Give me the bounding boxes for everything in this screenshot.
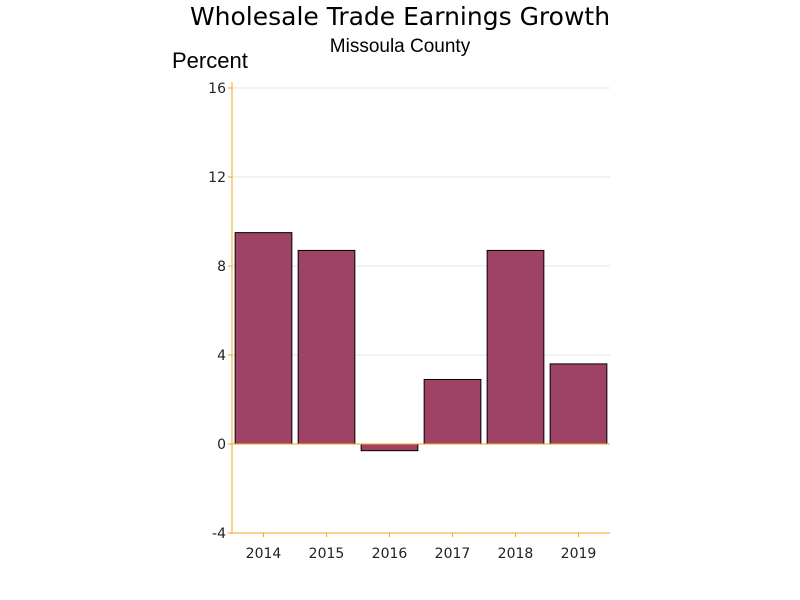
bar-2015 [297,249,356,445]
axes [231,82,610,534]
bar-2019 [549,363,608,445]
bars [234,232,608,452]
y-axis-ticks: -4 0 4 8 12 16 [208,81,232,542]
y-tick-label: 8 [217,259,226,275]
bar-2014 [234,232,293,445]
y-tick-label: -4 [212,526,226,542]
bar-2016 [360,443,419,452]
y-tick-label: 0 [217,437,226,453]
y-tick-label: 12 [208,170,226,186]
x-tick-label: 2015 [309,546,345,562]
x-tick-label: 2018 [498,546,534,562]
gridlines [232,87,610,356]
x-tick-label: 2017 [435,546,471,562]
x-tick-label: 2014 [246,546,282,562]
x-tick-label: 2019 [561,546,597,562]
x-axis-ticks: 2014 2015 2016 2017 2018 2019 [246,533,597,562]
x-tick-label: 2016 [372,546,408,562]
y-tick-label: 4 [217,348,226,364]
chart-title: Wholesale Trade Earnings Growth [190,2,610,31]
chart-subtitle: Missoula County [330,36,471,57]
y-axis-label: Percent [172,48,248,73]
bar-2017 [423,378,482,445]
y-tick-label: 16 [208,81,226,97]
bar-2018 [486,249,545,445]
